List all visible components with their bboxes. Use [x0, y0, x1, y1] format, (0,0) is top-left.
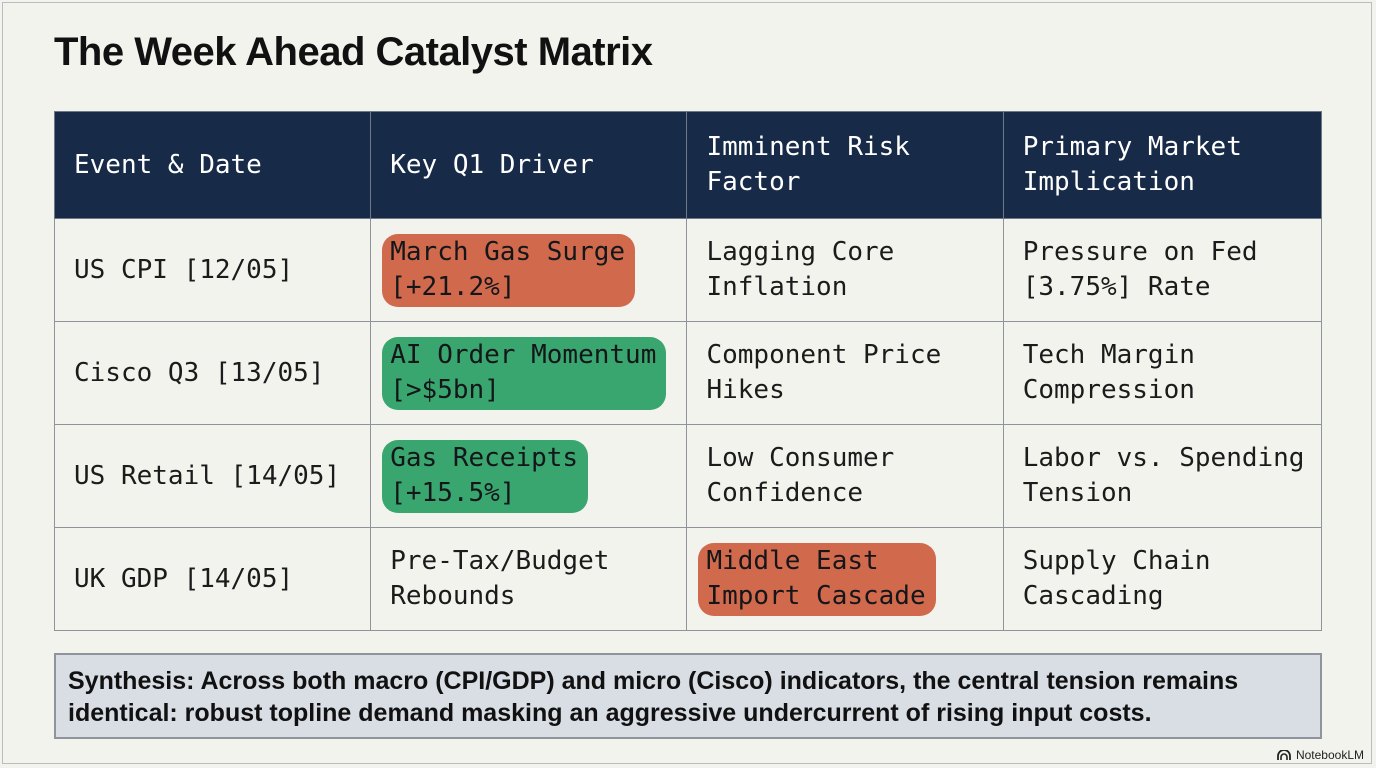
driver-text: Pre-Tax/Budget	[390, 546, 610, 576]
table-header-row: Event & Date Key Q1 Driver Imminent Risk…	[53, 111, 1323, 219]
event-cell: UK GDP [14/05]	[53, 527, 372, 631]
header-line: Key Q1 Driver	[390, 149, 594, 180]
risk-cell: Component Price Hikes	[686, 321, 1004, 425]
risk-text: Hikes	[706, 375, 785, 405]
driver-text: March Gas Surge	[390, 236, 626, 267]
risk-text: Inflation	[706, 272, 848, 302]
header-line: Event & Date	[74, 149, 262, 180]
driver-cell: AI Order Momentum [>$5bn]	[370, 321, 688, 425]
header-line: Primary Market	[1022, 132, 1242, 162]
risk-text: Component Price	[706, 340, 942, 370]
brand-watermark: NotebookLM	[1277, 748, 1364, 762]
implication-text: Compression	[1022, 375, 1195, 405]
table-row: US CPI [12/05] March Gas Surge [+21.2%] …	[53, 218, 1323, 322]
implication-text: [3.75%] Rate	[1022, 272, 1211, 302]
brand-label: NotebookLM	[1295, 748, 1364, 762]
risk-text: Lagging Core	[706, 237, 895, 267]
implication-text: Labor vs. Spending	[1022, 443, 1305, 473]
implication-text: Cascading	[1022, 581, 1164, 611]
risk-text: Import Cascade	[706, 580, 926, 611]
implication-text: Pressure on Fed	[1022, 237, 1258, 267]
implication-cell: Supply Chain Cascading	[1002, 527, 1323, 631]
table-row: Cisco Q3 [13/05] AI Order Momentum [>$5b…	[53, 321, 1323, 425]
driver-cell: March Gas Surge [+21.2%]	[370, 218, 688, 322]
risk-cell: Low Consumer Confidence	[686, 424, 1004, 528]
implication-text: Tech Margin	[1022, 340, 1195, 370]
synthesis-box: Synthesis: Across both macro (CPI/GDP) a…	[54, 653, 1322, 739]
event-text: UK GDP [14/05]	[74, 563, 294, 594]
implication-text: Tension	[1022, 478, 1133, 508]
catalyst-matrix-table: Event & Date Key Q1 Driver Imminent Risk…	[53, 111, 1323, 631]
risk-text: Low Consumer	[706, 443, 895, 473]
driver-highlight: Gas Receipts [+15.5%]	[382, 439, 589, 513]
driver-text: [+21.2%]	[390, 271, 516, 302]
header-risk-factor: Imminent Risk Factor	[686, 111, 1004, 219]
header-line: Factor	[706, 167, 801, 197]
driver-highlight: March Gas Surge [+21.2%]	[382, 233, 636, 307]
event-text: US Retail [14/05]	[74, 460, 341, 491]
event-text: Cisco Q3 [13/05]	[74, 357, 325, 388]
header-line: Imminent Risk	[706, 132, 910, 162]
driver-cell: Gas Receipts [+15.5%]	[370, 424, 688, 528]
header-market-implication: Primary Market Implication	[1002, 111, 1323, 219]
driver-text: Rebounds	[390, 581, 516, 611]
implication-cell: Pressure on Fed [3.75%] Rate	[1002, 218, 1323, 322]
driver-highlight: AI Order Momentum [>$5bn]	[382, 336, 667, 410]
event-text: US CPI [12/05]	[74, 254, 294, 285]
risk-cell: Lagging Core Inflation	[686, 218, 1004, 322]
header-line: Implication	[1022, 167, 1195, 197]
driver-text: AI Order Momentum	[390, 339, 657, 370]
risk-cell: Middle East Import Cascade	[686, 527, 1004, 631]
driver-text: [+15.5%]	[390, 477, 516, 508]
page-title: The Week Ahead Catalyst Matrix	[54, 30, 653, 74]
header-key-driver: Key Q1 Driver	[370, 111, 688, 219]
risk-text: Middle East	[706, 545, 879, 576]
notebooklm-logo-icon	[1277, 749, 1291, 761]
event-cell: Cisco Q3 [13/05]	[53, 321, 372, 425]
header-event-date: Event & Date	[53, 111, 372, 219]
risk-text: Confidence	[706, 478, 864, 508]
event-cell: US CPI [12/05]	[53, 218, 372, 322]
implication-text: Supply Chain	[1022, 546, 1211, 576]
table-row: US Retail [14/05] Gas Receipts [+15.5%] …	[53, 424, 1323, 528]
driver-text: Gas Receipts	[390, 442, 579, 473]
driver-text: [>$5bn]	[390, 374, 500, 405]
risk-highlight: Middle East Import Cascade	[698, 542, 936, 616]
driver-cell: Pre-Tax/Budget Rebounds	[370, 527, 688, 631]
event-cell: US Retail [14/05]	[53, 424, 372, 528]
table-row: UK GDP [14/05] Pre-Tax/Budget Rebounds M…	[53, 527, 1323, 631]
implication-cell: Tech Margin Compression	[1002, 321, 1323, 425]
implication-cell: Labor vs. Spending Tension	[1002, 424, 1323, 528]
